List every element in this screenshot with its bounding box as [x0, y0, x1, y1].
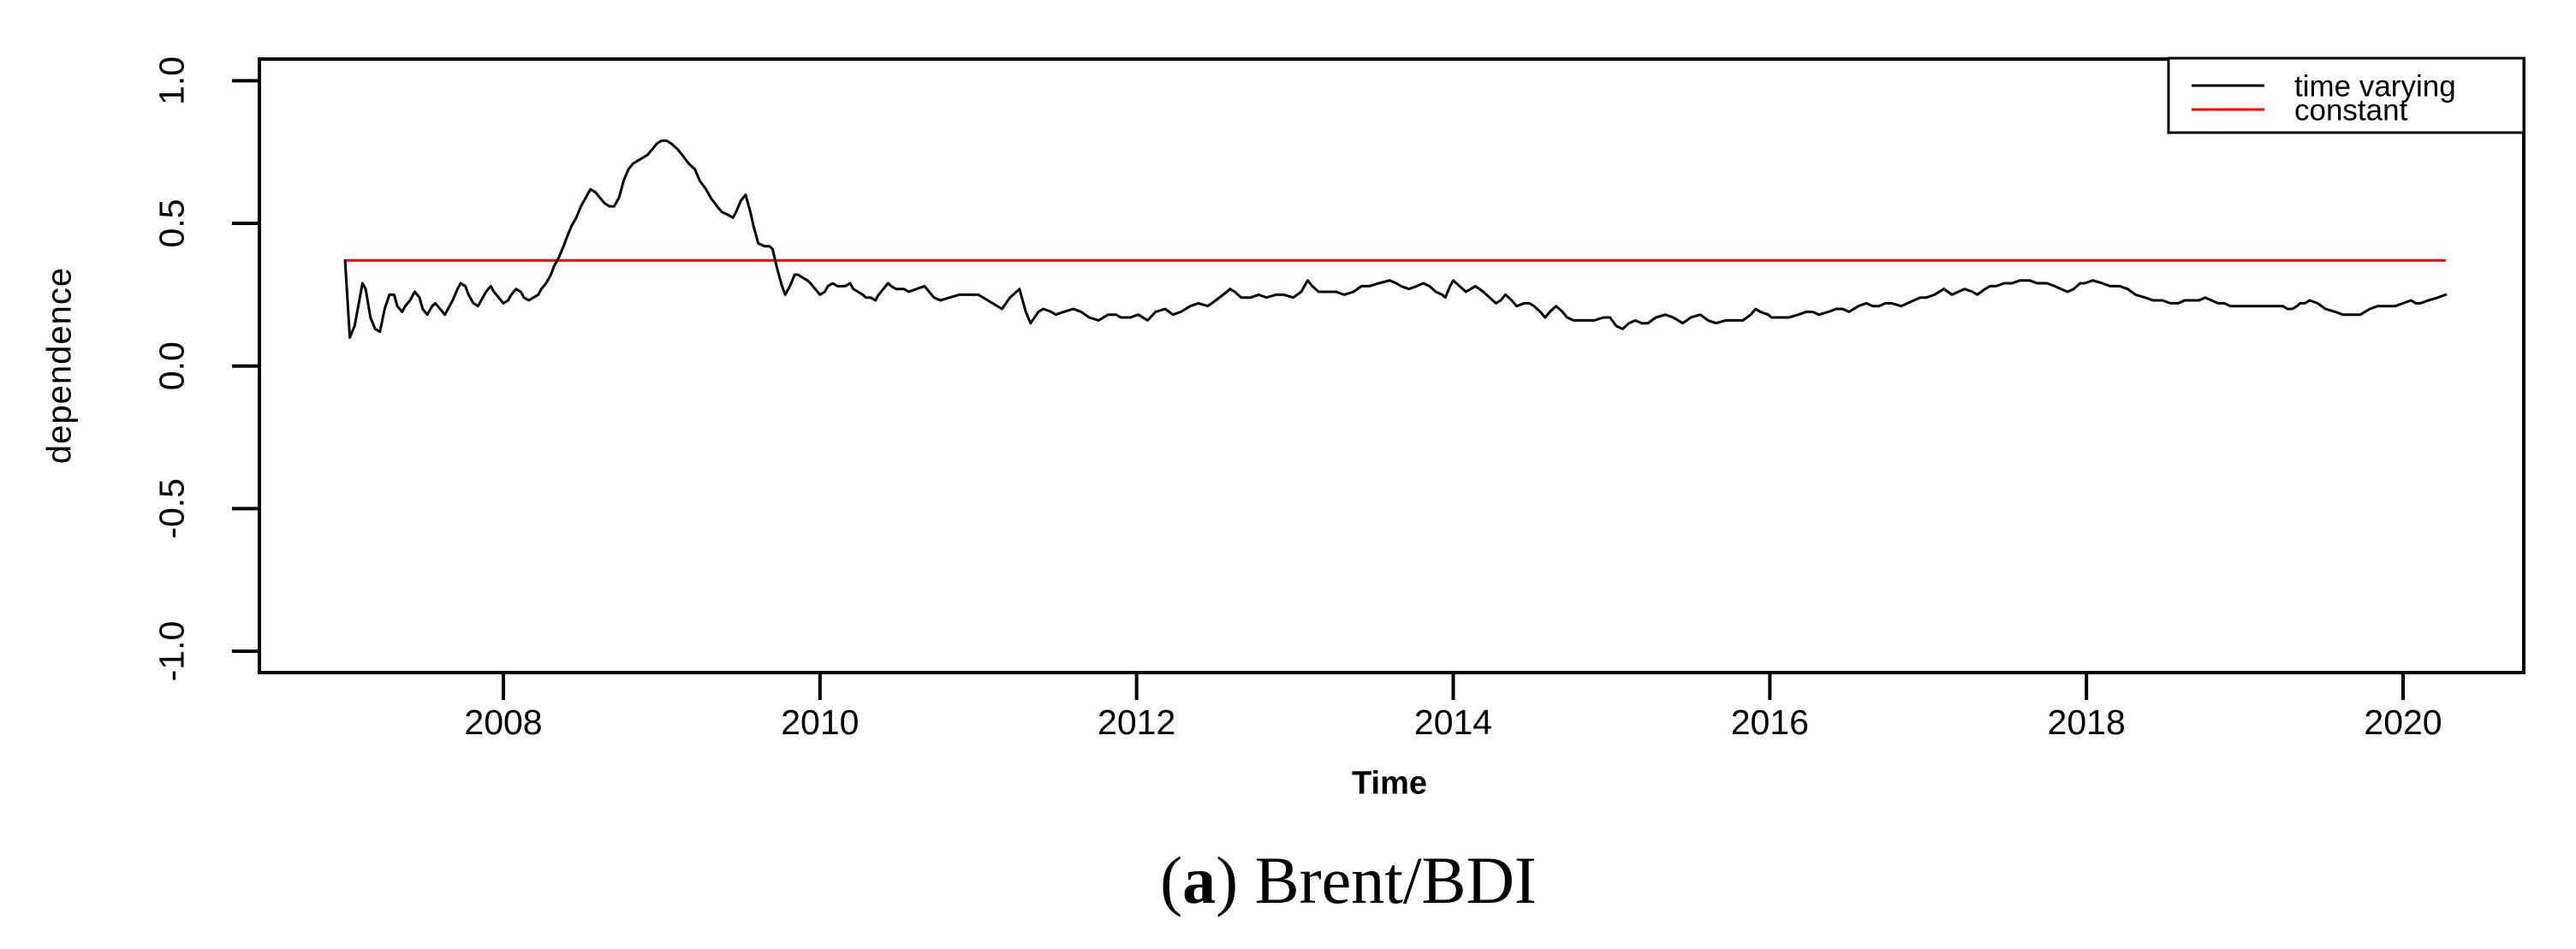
x-tick-label: 2020 — [2364, 703, 2442, 742]
legend-label-time-varying: time varying — [2294, 69, 2456, 103]
x-tick-label: 2016 — [1731, 703, 1809, 742]
x-tick-label: 2012 — [1098, 703, 1175, 742]
time-varying-line — [343, 139, 2448, 339]
caption-paren-open: ( — [1160, 843, 1183, 917]
y-tick-label: 1.0 — [152, 56, 191, 105]
x-tick-label: 2018 — [2048, 703, 2126, 742]
y-axis-label: dependence — [40, 266, 79, 465]
x-tick-label: 2010 — [781, 703, 859, 742]
y-tick-label: -1.0 — [152, 621, 191, 682]
figure-caption: (a) Brent/BDI — [1160, 845, 1537, 916]
caption-subject: Brent/BDI — [1254, 843, 1537, 917]
y-tick-label: -0.5 — [152, 478, 191, 539]
legend-box — [2167, 56, 2525, 134]
y-tick-label: 0.5 — [152, 199, 191, 248]
x-tick-label: 2008 — [464, 703, 542, 742]
x-tick-label: 2014 — [1414, 703, 1492, 742]
caption-paren-close: ) — [1216, 843, 1255, 917]
x-axis-label: Time — [1351, 765, 1428, 802]
plot-border-box — [258, 57, 2525, 674]
legend-label-constant: constant — [2294, 93, 2408, 127]
caption-letter: a — [1182, 843, 1217, 917]
y-tick-label: 0.0 — [152, 341, 191, 390]
